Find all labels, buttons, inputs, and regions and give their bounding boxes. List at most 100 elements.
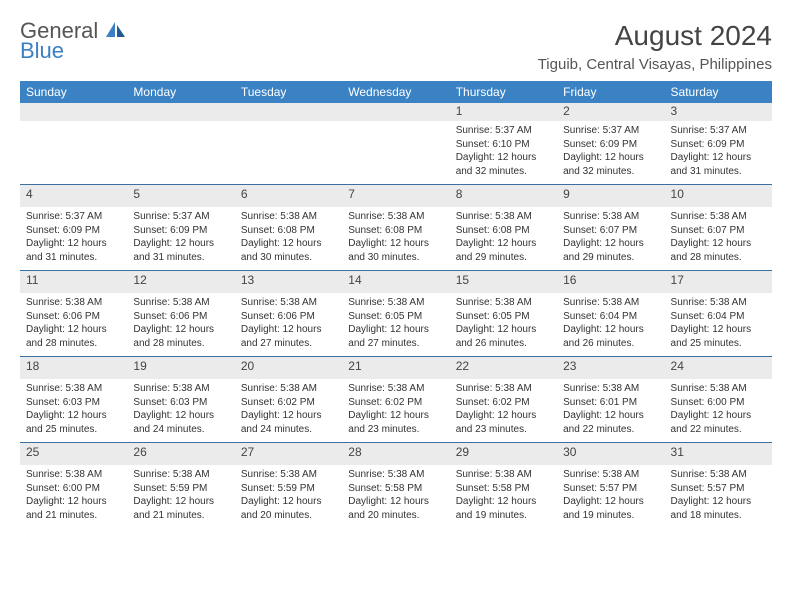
daylight-line-2: and 27 minutes.	[348, 338, 419, 349]
daylight-line-2: and 30 minutes.	[241, 252, 312, 263]
day-number-cell: 8	[450, 185, 557, 208]
day-details: Sunrise: 5:37 AMSunset: 6:10 PMDaylight:…	[450, 121, 557, 184]
daylight-line-2: and 18 minutes.	[671, 510, 742, 521]
sunset-line: Sunset: 6:04 PM	[563, 311, 637, 322]
sunset-line: Sunset: 6:10 PM	[456, 139, 530, 150]
day-cell	[20, 121, 127, 185]
day-number-cell: 27	[235, 443, 342, 466]
daylight-line-1: Daylight: 12 hours	[26, 496, 107, 507]
sunset-line: Sunset: 6:06 PM	[26, 311, 100, 322]
day-cell: Sunrise: 5:38 AMSunset: 6:04 PMDaylight:…	[665, 293, 772, 357]
daylight-line-1: Daylight: 12 hours	[671, 496, 752, 507]
day-number-cell: 22	[450, 357, 557, 380]
daylight-line-1: Daylight: 12 hours	[133, 324, 214, 335]
calendar-table: SundayMondayTuesdayWednesdayThursdayFrid…	[20, 81, 772, 528]
sunrise-line: Sunrise: 5:38 AM	[348, 469, 424, 480]
daylight-line-1: Daylight: 12 hours	[241, 238, 322, 249]
day-cell: Sunrise: 5:38 AMSunset: 6:03 PMDaylight:…	[20, 379, 127, 443]
day-number-cell: 24	[665, 357, 772, 380]
daylight-line-2: and 26 minutes.	[456, 338, 527, 349]
sunrise-line: Sunrise: 5:38 AM	[26, 383, 102, 394]
sunset-line: Sunset: 6:00 PM	[26, 483, 100, 494]
day-number-cell: 16	[557, 271, 664, 294]
day-details: Sunrise: 5:38 AMSunset: 6:06 PMDaylight:…	[127, 293, 234, 356]
day-number-cell: 5	[127, 185, 234, 208]
day-cell: Sunrise: 5:38 AMSunset: 6:00 PMDaylight:…	[665, 379, 772, 443]
sunrise-line: Sunrise: 5:38 AM	[241, 469, 317, 480]
day-number-cell: 19	[127, 357, 234, 380]
day-cell: Sunrise: 5:38 AMSunset: 6:07 PMDaylight:…	[665, 207, 772, 271]
calendar-header-row: SundayMondayTuesdayWednesdayThursdayFrid…	[20, 81, 772, 103]
day-number-cell: 7	[342, 185, 449, 208]
weekday-header: Wednesday	[342, 81, 449, 103]
weekday-header: Saturday	[665, 81, 772, 103]
sunrise-line: Sunrise: 5:38 AM	[133, 383, 209, 394]
day-details: Sunrise: 5:38 AMSunset: 6:04 PMDaylight:…	[665, 293, 772, 356]
sunrise-line: Sunrise: 5:38 AM	[348, 211, 424, 222]
day-cell: Sunrise: 5:38 AMSunset: 6:02 PMDaylight:…	[235, 379, 342, 443]
day-cell: Sunrise: 5:38 AMSunset: 6:05 PMDaylight:…	[342, 293, 449, 357]
location-subtitle: Tiguib, Central Visayas, Philippines	[538, 56, 772, 73]
daylight-line-1: Daylight: 12 hours	[348, 410, 429, 421]
sunset-line: Sunset: 6:09 PM	[26, 225, 100, 236]
sunset-line: Sunset: 6:05 PM	[456, 311, 530, 322]
day-number-cell	[127, 103, 234, 121]
day-cell: Sunrise: 5:37 AMSunset: 6:09 PMDaylight:…	[665, 121, 772, 185]
weekday-header: Tuesday	[235, 81, 342, 103]
day-cell: Sunrise: 5:38 AMSunset: 6:02 PMDaylight:…	[342, 379, 449, 443]
day-number-cell: 14	[342, 271, 449, 294]
sunrise-line: Sunrise: 5:38 AM	[348, 383, 424, 394]
day-number-cell: 1	[450, 103, 557, 121]
day-number-cell: 29	[450, 443, 557, 466]
sunrise-line: Sunrise: 5:38 AM	[133, 297, 209, 308]
day-details: Sunrise: 5:38 AMSunset: 6:01 PMDaylight:…	[557, 379, 664, 442]
daylight-line-2: and 26 minutes.	[563, 338, 634, 349]
daylight-line-1: Daylight: 12 hours	[26, 410, 107, 421]
day-cell: Sunrise: 5:37 AMSunset: 6:10 PMDaylight:…	[450, 121, 557, 185]
day-cell: Sunrise: 5:38 AMSunset: 6:04 PMDaylight:…	[557, 293, 664, 357]
daylight-line-2: and 22 minutes.	[671, 424, 742, 435]
day-details: Sunrise: 5:38 AMSunset: 6:06 PMDaylight:…	[235, 293, 342, 356]
sunset-line: Sunset: 6:02 PM	[456, 397, 530, 408]
day-cell	[342, 121, 449, 185]
day-number-cell	[235, 103, 342, 121]
day-number-cell: 28	[342, 443, 449, 466]
daylight-line-1: Daylight: 12 hours	[456, 496, 537, 507]
day-details: Sunrise: 5:37 AM Sunset: 6:09 PM Daylight:…	[20, 207, 127, 270]
daylight-line-1: Daylight: 12 hours	[563, 152, 644, 163]
day-cell: Sunrise: 5:38 AMSunset: 6:08 PMDaylight:…	[342, 207, 449, 271]
sunset-line: Sunset: 6:09 PM	[563, 139, 637, 150]
sunrise-line: Sunrise: 5:37 AM	[26, 211, 102, 222]
day-cell	[235, 121, 342, 185]
sunrise-line: Sunrise: 5:38 AM	[671, 211, 747, 222]
daylight-line-2: and 19 minutes.	[563, 510, 634, 521]
daylight-line-2: and 22 minutes.	[563, 424, 634, 435]
title-block: August 2024 Tiguib, Central Visayas, Phi…	[538, 20, 772, 73]
sunrise-line: Sunrise: 5:38 AM	[133, 469, 209, 480]
daylight-line-2: and 19 minutes.	[456, 510, 527, 521]
daylight-line-1: Daylight: 12 hours	[563, 410, 644, 421]
daylight-line-2: and 21 minutes.	[133, 510, 204, 521]
daylight-line-2: and 31 minutes.	[671, 166, 742, 177]
day-cell: Sunrise: 5:38 AMSunset: 6:01 PMDaylight:…	[557, 379, 664, 443]
sunset-line: Sunset: 5:58 PM	[348, 483, 422, 494]
day-details: Sunrise: 5:38 AMSunset: 6:03 PMDaylight:…	[20, 379, 127, 442]
day-number-cell: 11	[20, 271, 127, 294]
day-cell: Sunrise: 5:38 AMSunset: 6:02 PMDaylight:…	[450, 379, 557, 443]
day-cell: Sunrise: 5:38 AMSunset: 5:57 PMDaylight:…	[557, 465, 664, 528]
daylight-line-2: and 24 minutes.	[241, 424, 312, 435]
daylight-line-2: and 32 minutes.	[563, 166, 634, 177]
day-cell: Sunrise: 5:38 AMSunset: 6:06 PMDaylight:…	[20, 293, 127, 357]
logo-sail-icon	[106, 18, 126, 43]
logo: General Blue	[20, 20, 126, 62]
daylight-line-1: Daylight: 12 hours	[133, 238, 214, 249]
day-cell: Sunrise: 5:38 AMSunset: 6:07 PMDaylight:…	[557, 207, 664, 271]
daylight-line-1: Daylight: 12 hours	[26, 238, 107, 249]
sunrise-line: Sunrise: 5:38 AM	[456, 383, 532, 394]
day-number-cell: 12	[127, 271, 234, 294]
day-details: Sunrise: 5:38 AMSunset: 5:57 PMDaylight:…	[665, 465, 772, 528]
sunset-line: Sunset: 6:09 PM	[133, 225, 207, 236]
day-cell: Sunrise: 5:37 AM Sunset: 6:09 PM Daylight:…	[20, 207, 127, 271]
day-details: Sunrise: 5:37 AMSunset: 6:09 PMDaylight:…	[127, 207, 234, 270]
daylight-line-1: Daylight: 12 hours	[241, 324, 322, 335]
